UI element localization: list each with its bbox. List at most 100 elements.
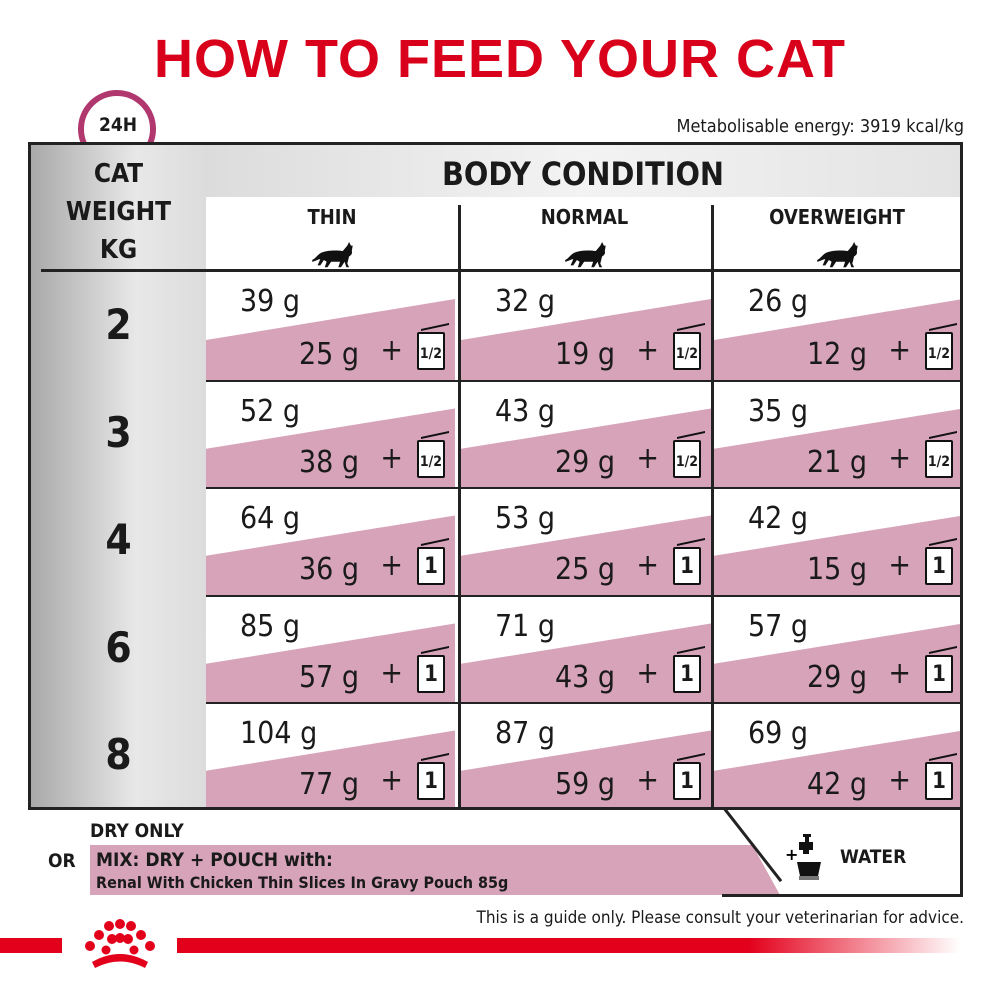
thin-cat-icon xyxy=(312,242,353,268)
weight-8: 8 xyxy=(105,730,132,779)
dry-only-amount: 32 g xyxy=(495,284,556,319)
weight-column-bg xyxy=(31,145,206,807)
normal-cat-icon xyxy=(564,242,606,268)
heading-line: CAT xyxy=(93,159,144,189)
pouch-icon: 1 xyxy=(417,547,445,585)
body-condition-heading: BODY CONDITION xyxy=(441,155,725,193)
dry-only-amount: 35 g xyxy=(748,394,809,429)
column-divider xyxy=(711,205,714,807)
feeding-cell: 43 g 29 g +1/2 xyxy=(461,382,711,488)
pouch-product-name: Renal With Chicken Thin Slices In Gravy … xyxy=(96,873,509,892)
heading-line: KG xyxy=(99,235,138,265)
column-label: OVERWEIGHT xyxy=(769,205,905,229)
page-title: HOW TO FEED YOUR CAT xyxy=(153,29,847,89)
dry-only-amount: 71 g xyxy=(495,609,556,644)
feeding-cell: 85 g 57 g +1 xyxy=(206,597,455,703)
pouch-icon: 1 xyxy=(417,762,445,800)
row-divider xyxy=(206,380,960,382)
mix-dry-amount: 19 g xyxy=(554,337,615,372)
royal-canin-crown-logo xyxy=(62,918,177,976)
pouch-icon: 1 xyxy=(673,762,701,800)
pouch-icon: 1 xyxy=(417,655,445,693)
mix-dry-amount: 42 g xyxy=(806,767,867,802)
mix-label: MIX: DRY + POUCH with: xyxy=(96,849,333,871)
plus-sign: + xyxy=(888,656,911,691)
plus-sign: + xyxy=(380,333,403,368)
water-plus: + xyxy=(785,845,798,864)
feeding-cell: 35 g 21 g +1/2 xyxy=(714,382,960,488)
dry-only-amount: 42 g xyxy=(748,501,809,536)
feeding-cell: 53 g 25 g +1 xyxy=(461,489,711,595)
clock-label: 24H xyxy=(98,114,138,136)
row-divider xyxy=(206,702,960,704)
plus-sign: + xyxy=(636,441,659,476)
plus-sign: + xyxy=(888,548,911,583)
overweight-cat-icon xyxy=(817,242,858,268)
column-label: NORMAL xyxy=(540,205,629,229)
pouch-icon: 1/2 xyxy=(673,440,701,478)
plus-sign: + xyxy=(636,656,659,691)
weight-3: 3 xyxy=(105,408,132,457)
mix-dry-amount: 59 g xyxy=(554,767,615,802)
plus-sign: + xyxy=(380,548,403,583)
column-label: THIN xyxy=(307,205,357,229)
pouch-icon: 1 xyxy=(925,547,953,585)
pouch-icon: 1/2 xyxy=(673,332,701,370)
feeding-cell: 42 g 15 g +1 xyxy=(714,489,960,595)
pouch-icon: 1/2 xyxy=(417,440,445,478)
plus-sign: + xyxy=(888,441,911,476)
dry-only-label: DRY ONLY xyxy=(90,820,184,842)
dry-only-amount: 87 g xyxy=(495,716,556,751)
plus-sign: + xyxy=(888,333,911,368)
mix-dry-amount: 21 g xyxy=(806,445,867,480)
weight-4: 4 xyxy=(105,515,132,564)
pouch-icon: 1 xyxy=(673,547,701,585)
disclaimer: This is a guide only. Please consult you… xyxy=(476,908,965,928)
metabolisable-energy: Metabolisable energy: 3919 kcal/kg xyxy=(676,116,964,137)
plus-sign: + xyxy=(380,763,403,798)
pouch-icon: 1/2 xyxy=(925,440,953,478)
brand-bar xyxy=(0,938,960,953)
feeding-cell: 71 g 43 g +1 xyxy=(461,597,711,703)
feeding-cell: 32 g 19 g +1/2 xyxy=(461,272,711,380)
mix-dry-amount: 57 g xyxy=(298,660,359,695)
mix-dry-amount: 29 g xyxy=(554,445,615,480)
plus-sign: + xyxy=(636,763,659,798)
pouch-icon: 1 xyxy=(925,655,953,693)
feeding-cell: 69 g 42 g +1 xyxy=(714,704,960,807)
dry-only-amount: 69 g xyxy=(748,716,809,751)
mix-dry-amount: 36 g xyxy=(298,552,359,587)
water-box xyxy=(722,810,963,897)
mix-dry-amount: 43 g xyxy=(554,660,615,695)
row-divider xyxy=(206,487,960,489)
mix-dry-amount: 12 g xyxy=(806,337,867,372)
mix-dry-amount: 38 g xyxy=(298,445,359,480)
feeding-cell: 39 g 25 g +1/2 xyxy=(206,272,455,380)
mix-dry-amount: 29 g xyxy=(806,660,867,695)
feeding-cell: 52 g 38 g +1/2 xyxy=(206,382,455,488)
weight-6: 6 xyxy=(105,623,132,672)
column-header-thin: THIN xyxy=(206,197,458,269)
plus-sign: + xyxy=(888,763,911,798)
dry-only-amount: 104 g xyxy=(240,716,318,751)
pouch-icon: 1 xyxy=(925,762,953,800)
column-header-overweight: OVERWEIGHT xyxy=(711,197,960,269)
cat-weight-heading: CAT WEIGHT KG xyxy=(31,155,206,269)
heading-line: WEIGHT xyxy=(65,197,172,227)
row-divider xyxy=(206,595,960,597)
mix-legend-band xyxy=(90,845,780,895)
plus-sign: + xyxy=(380,441,403,476)
weight-2: 2 xyxy=(105,300,132,349)
feeding-cell: 57 g 29 g +1 xyxy=(714,597,960,703)
dry-only-amount: 85 g xyxy=(240,609,301,644)
column-header-normal: NORMAL xyxy=(458,197,711,269)
mix-dry-amount: 15 g xyxy=(806,552,867,587)
plus-sign: + xyxy=(380,656,403,691)
dry-only-amount: 64 g xyxy=(240,501,301,536)
dry-only-amount: 53 g xyxy=(495,501,556,536)
plus-sign: + xyxy=(636,333,659,368)
header-divider xyxy=(41,269,960,272)
pouch-icon: 1 xyxy=(673,655,701,693)
mix-dry-amount: 25 g xyxy=(554,552,615,587)
mix-dry-amount: 77 g xyxy=(298,767,359,802)
